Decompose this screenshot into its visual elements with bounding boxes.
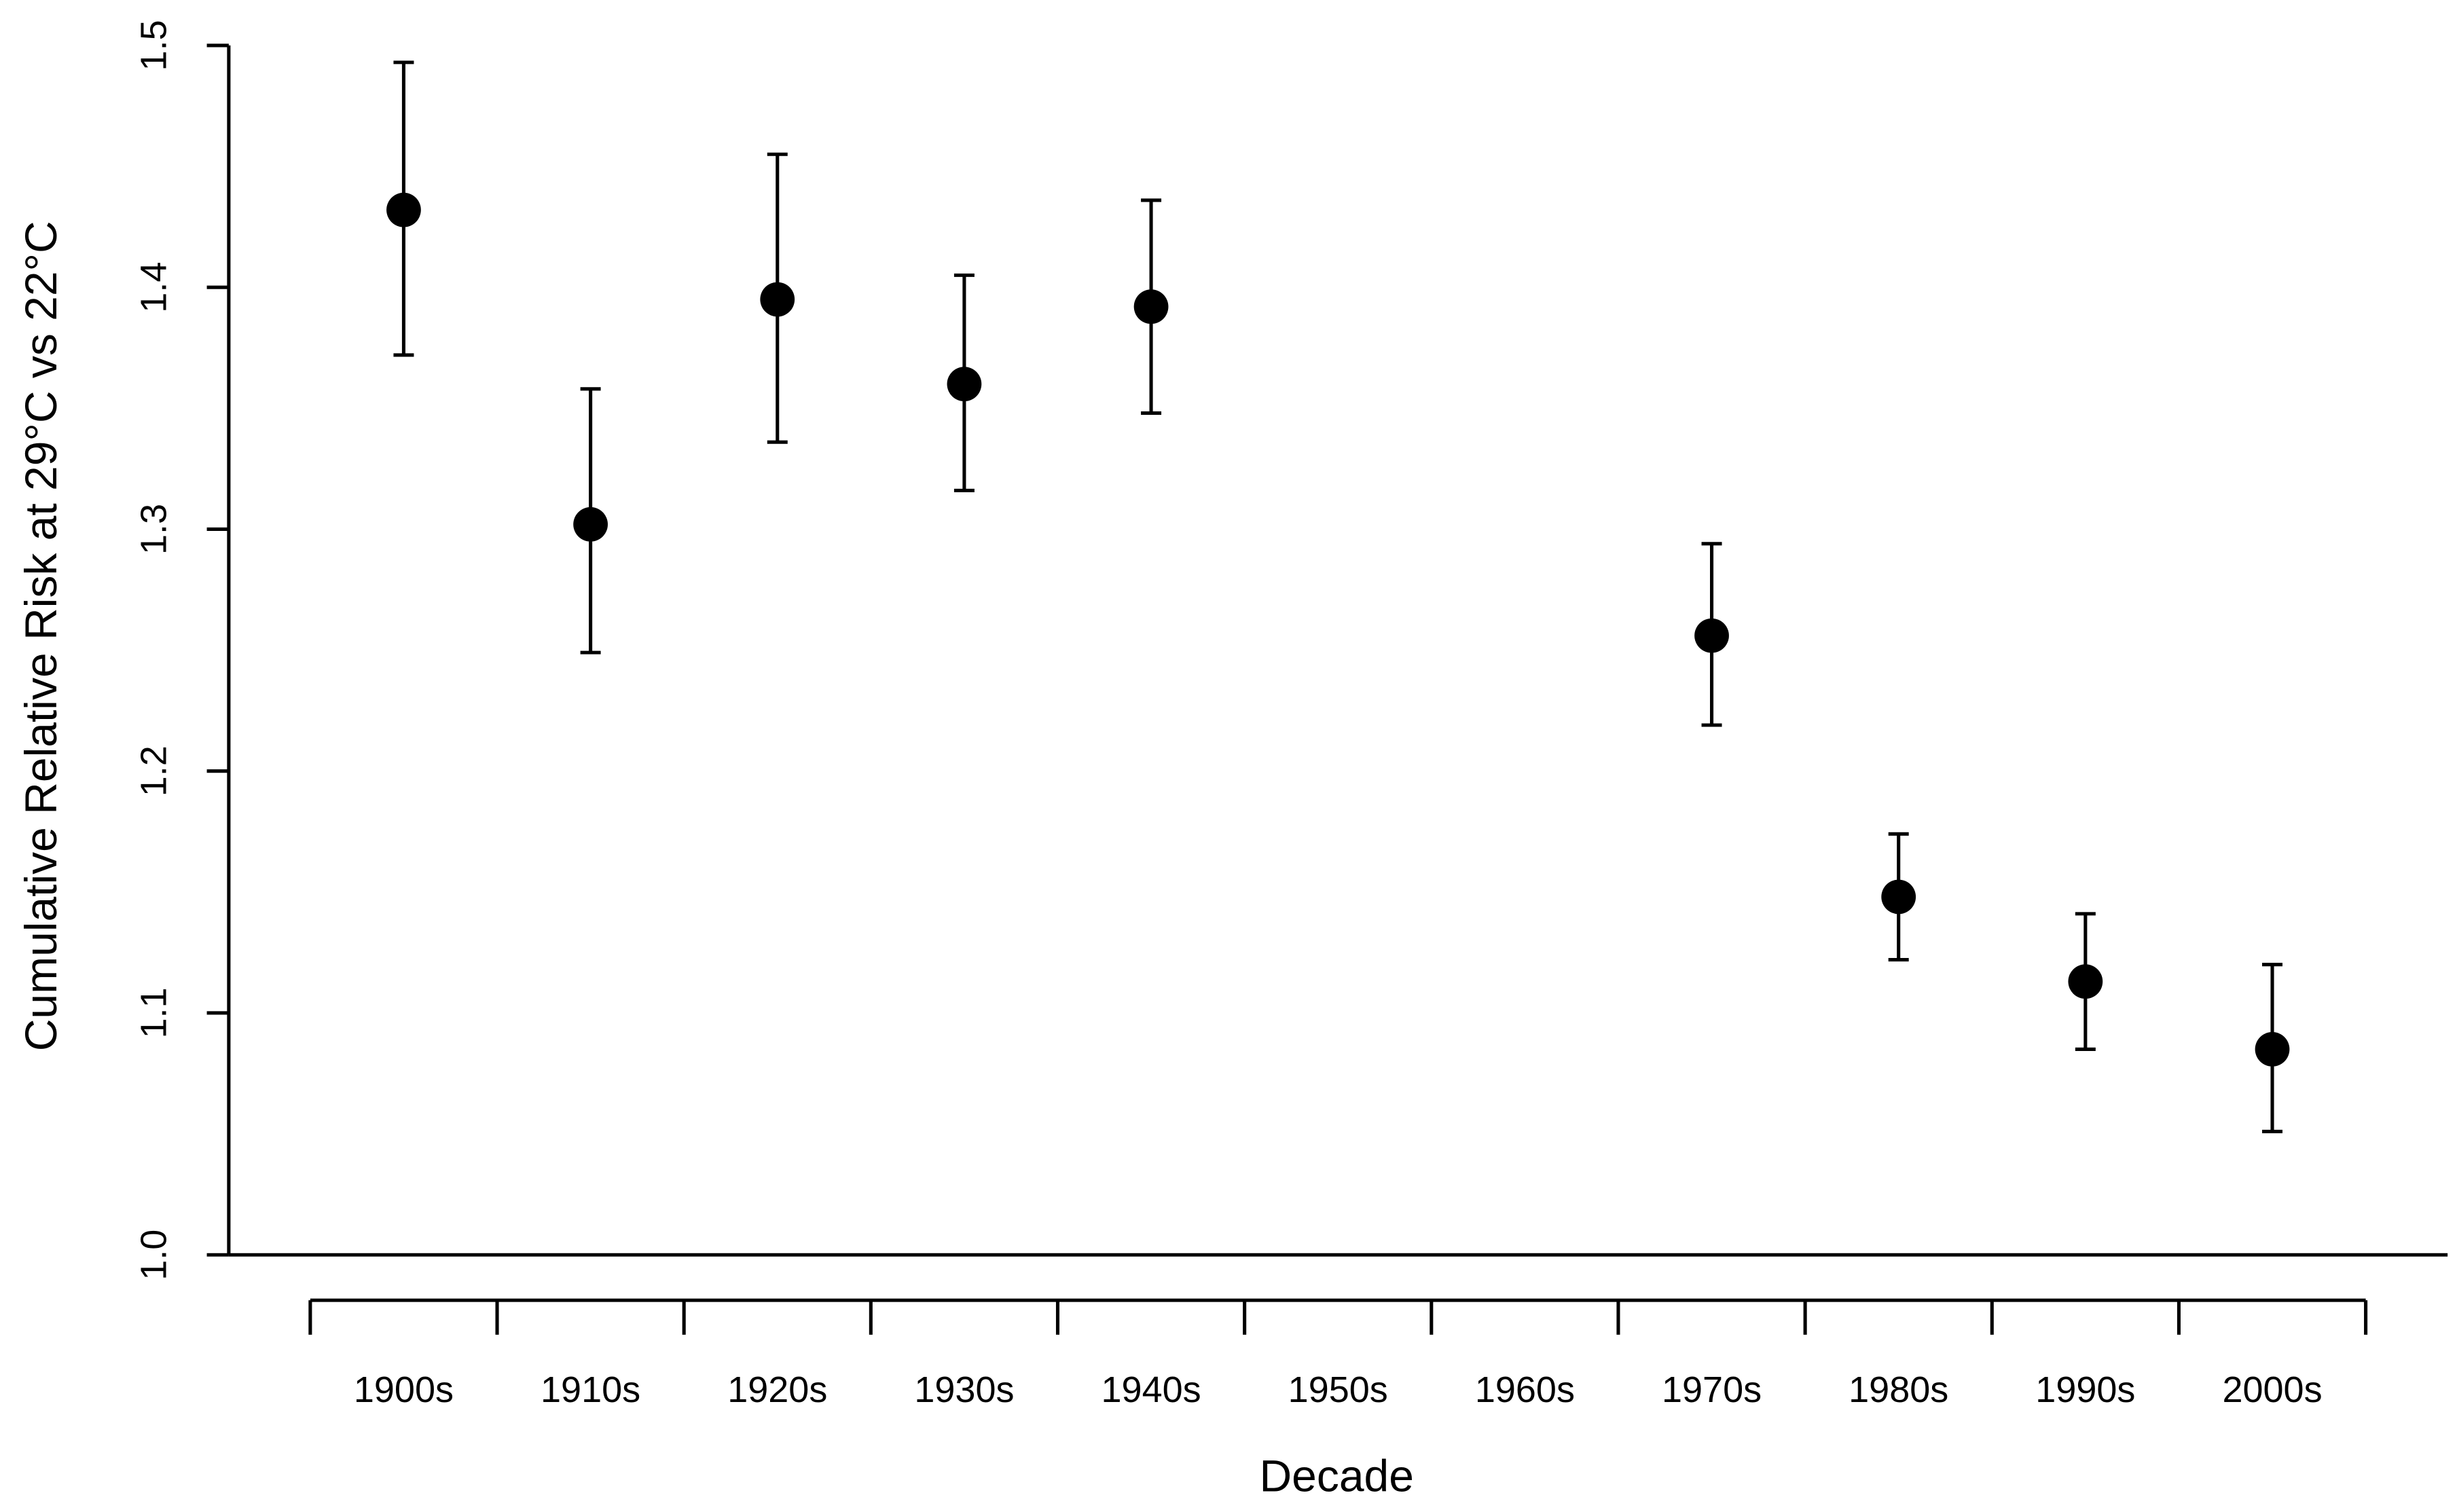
data-point [1694,618,1729,653]
x-tick-label: 2000s [2222,1369,2322,1410]
data-point-group [2255,963,2290,1134]
x-axis-title: Decade [1259,1451,1414,1501]
data-point [947,367,982,402]
y-tick-label: 1.2 [134,745,175,796]
data-point-group [947,273,982,492]
x-tick-label: 1980s [1849,1369,1948,1410]
x-tick-label: 1970s [1662,1369,1762,1410]
x-axis: 1900s 1910s 1920s 1930s 1940s 1950s 1960s 1970s… [308,1298,2368,1410]
x-tick-label: 1920s [727,1369,827,1410]
x-tick-label: 1990s [2035,1369,2135,1410]
y-axis: 1.0 1.1 1.2 1.3 1.4 1.5 [134,20,2448,1280]
x-tick-label: 1940s [1102,1369,1201,1410]
y-tick-label: 1.0 [134,1230,175,1280]
y-tick-label: 1.3 [134,504,175,555]
y-axis-title: Cumulative Relative Risk at 29°C vs 22°C [16,221,66,1051]
data-point [386,192,421,227]
data-point-group [760,152,795,444]
data-point [1133,289,1169,325]
data-points [386,60,2290,1134]
y-tick-label: 1.4 [134,262,175,313]
x-tick-label: 1900s [354,1369,454,1410]
y-tick-label: 1.1 [134,987,175,1038]
data-point-group [2068,912,2103,1051]
data-point-group [1881,832,1916,962]
x-tick-label: 1930s [914,1369,1014,1410]
data-point-group [1694,542,1729,727]
data-point [760,282,795,317]
data-point-group [573,387,608,654]
x-tick-label: 1910s [541,1369,640,1410]
data-point-group [386,60,421,357]
x-tick-label: 1960s [1475,1369,1575,1410]
data-point [1881,879,1916,915]
data-point [2255,1032,2290,1067]
data-point [573,506,608,542]
x-tick-label: 1950s [1288,1369,1388,1410]
y-tick-label: 1.5 [134,20,175,71]
data-point-group [1133,198,1169,415]
data-point [2068,964,2103,999]
